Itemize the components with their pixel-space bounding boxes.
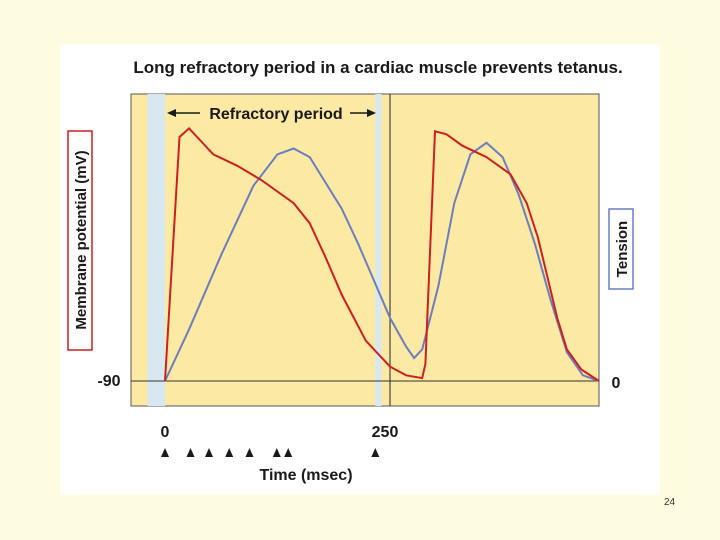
stimulus-marker-4 xyxy=(225,448,234,457)
stimulus-marker-3 xyxy=(205,448,213,457)
stimulus-marker-2 xyxy=(186,448,195,457)
x-tick-label-250: 250 xyxy=(372,424,399,441)
stimulus-markers xyxy=(161,448,380,457)
refractory-period-label: Refractory period xyxy=(209,106,342,123)
left-axis-label-box xyxy=(67,130,93,351)
right-axis-tick-label: 0 xyxy=(612,375,621,392)
x-tick-labels: 0 250 xyxy=(161,424,399,441)
right-axis-label-box xyxy=(608,208,634,290)
stimulus-marker-1 xyxy=(161,448,169,457)
refractory-shading-group xyxy=(147,94,382,406)
right-axis-label: Tension xyxy=(614,221,631,277)
slide-number: 24 xyxy=(664,497,676,508)
refractory-shading-1 xyxy=(147,94,165,406)
refractory-arrow-head-left xyxy=(167,109,176,117)
stimulus-marker-5 xyxy=(245,448,254,457)
refractory-arrow-head-right xyxy=(367,109,376,117)
left-axis-label: Membrane potential (mV) xyxy=(73,150,90,329)
x-tick-label-0: 0 xyxy=(161,424,170,441)
plot-area xyxy=(130,93,600,407)
membrane-potential-line xyxy=(164,127,600,382)
tension-line xyxy=(164,141,600,382)
stimulus-marker-7 xyxy=(284,448,293,457)
chart-title: Long refractory period in a cardiac musc… xyxy=(133,58,622,77)
x-axis-label: Time (msec) xyxy=(259,467,352,484)
stimulus-marker-8 xyxy=(371,448,380,457)
refractory-shading-2 xyxy=(375,94,382,406)
refractory-annotation: Refractory period xyxy=(167,106,376,123)
stimulus-marker-6 xyxy=(272,448,281,457)
left-axis-tick-label: -90 xyxy=(97,373,120,390)
